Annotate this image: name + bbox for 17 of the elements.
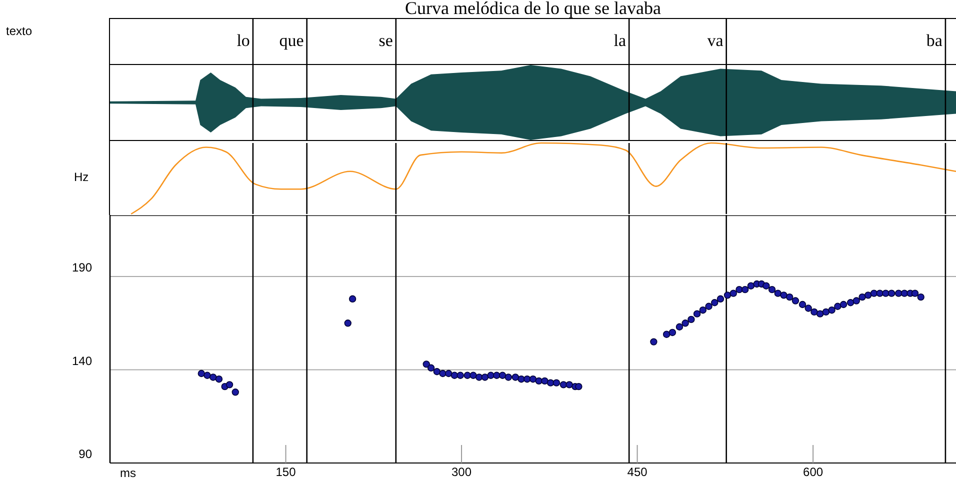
ref-line-label: ba xyxy=(926,31,943,50)
x-axis-title: ms xyxy=(120,466,136,480)
ref-line-label: la xyxy=(614,31,627,50)
y-tick-label: 190 xyxy=(72,260,92,275)
chart-title: Curva melódica de lo que se lavaba xyxy=(404,0,662,18)
ref-line-label: va xyxy=(707,31,724,50)
ref-line-label: se xyxy=(378,31,393,50)
x-tick-label: 300 xyxy=(452,465,472,479)
x-tick-label: 150 xyxy=(276,465,296,479)
y-axis-title: Hz xyxy=(74,170,89,184)
y-axis-title: texto xyxy=(6,24,32,38)
x-tick-label: 450 xyxy=(627,465,648,479)
ref-line-label: que xyxy=(279,31,304,50)
y-tick-label: 140 xyxy=(72,354,92,368)
y-tick-label: 90 xyxy=(78,447,92,461)
x-tick-label: 600 xyxy=(803,465,824,479)
ref-line-label: lo xyxy=(236,31,250,50)
